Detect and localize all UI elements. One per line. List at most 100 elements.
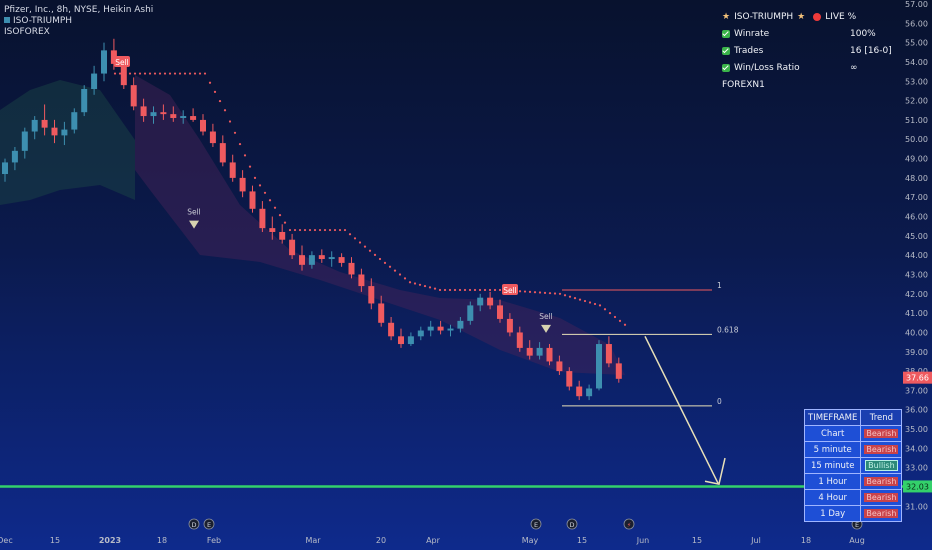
stop-dot <box>308 228 312 232</box>
stop-dot <box>518 290 522 293</box>
stop-dot <box>218 99 222 103</box>
x-tick-label: Jun <box>636 536 650 545</box>
candle-body <box>21 131 28 151</box>
stop-dot <box>203 72 207 75</box>
candle-body <box>576 386 583 397</box>
sell-signal-label: Sell <box>503 286 517 295</box>
stop-dot <box>298 228 302 232</box>
stop-dot <box>598 304 602 307</box>
candle-body <box>407 336 414 345</box>
y-tick-label: 37.00 <box>905 386 928 395</box>
stop-dot <box>278 214 282 217</box>
sell-signal-label: Sell <box>187 208 201 217</box>
stop-dot <box>163 72 167 75</box>
candle-body <box>378 303 385 323</box>
stop-dot <box>548 292 552 295</box>
stop-dot <box>168 72 172 75</box>
stop-dot <box>433 287 437 290</box>
candle-body <box>437 326 444 331</box>
event-icon-label: E <box>207 521 211 529</box>
indicator-label: ISO-TRIUMPH <box>4 16 72 26</box>
y-tick-label: 39.00 <box>905 348 928 357</box>
event-icon-label: D <box>569 521 574 529</box>
table-header-cell: TIMEFRAME <box>803 409 862 426</box>
candle-body <box>130 85 137 107</box>
winloss-value: ∞ <box>850 62 858 73</box>
projection-arrow-line <box>644 335 719 484</box>
stop-dot <box>288 228 292 232</box>
stop-dot <box>233 131 237 134</box>
x-tick-label: 15 <box>577 536 587 545</box>
timeframe-cell: Chart <box>803 425 862 442</box>
x-tick-label: 18 <box>801 536 811 545</box>
stop-dot <box>493 288 497 292</box>
stop-dot <box>398 273 402 276</box>
y-tick-label: 41.00 <box>905 309 928 318</box>
candle-body <box>348 262 355 275</box>
stop-dot <box>558 292 562 295</box>
event-icon <box>203 518 215 530</box>
stop-dot <box>568 295 572 298</box>
event-icon <box>530 518 542 530</box>
y-tick-label: 45.00 <box>905 232 928 241</box>
sell-signal-box <box>114 55 130 67</box>
candle-body <box>388 322 395 337</box>
stop-dot <box>333 228 337 232</box>
stop-dot <box>348 233 352 236</box>
candle-body <box>299 255 305 265</box>
stop-dot <box>488 288 492 292</box>
candle-body <box>279 231 286 240</box>
stop-dot <box>428 286 432 289</box>
stop-dot <box>378 257 382 261</box>
stop-dot <box>468 288 472 292</box>
candle-body <box>398 336 404 345</box>
stop-dot <box>283 221 287 224</box>
sell-signal-label: Sell <box>539 312 553 321</box>
timeframe-cell: 1 Hour <box>803 473 862 490</box>
x-tick-label: Jul <box>750 536 761 545</box>
stop-dot <box>453 288 457 292</box>
candle-body <box>11 150 18 163</box>
stop-dot <box>543 291 547 294</box>
stop-dot <box>473 288 477 292</box>
timeframe-cell: 4 Hour <box>803 489 862 506</box>
y-tick-label: 55.00 <box>905 39 928 48</box>
stop-dot <box>533 291 537 294</box>
stop-dot <box>253 176 257 179</box>
stop-dot <box>158 72 162 75</box>
fib-level-label: 0.618 <box>717 325 739 334</box>
stop-dot <box>238 142 242 146</box>
stop-dot <box>178 72 182 75</box>
x-tick-label: Aug <box>849 536 865 545</box>
y-tick-label: 49.00 <box>905 155 928 164</box>
x-tick-label: Apr <box>426 536 441 545</box>
stop-dot <box>423 284 427 288</box>
candle-body <box>457 320 464 329</box>
candle-body <box>31 119 38 132</box>
candle-body <box>497 305 503 319</box>
live-title: ISO-TRIUMPH <box>734 11 794 22</box>
stop-dot <box>438 288 442 292</box>
event-icon-label: D <box>191 521 196 529</box>
timeframe-cell: 15 minute <box>803 457 862 474</box>
trades-value: 16 [16-0] <box>850 45 892 56</box>
stop-dot <box>113 72 117 75</box>
table-row: 5 minute Bearish <box>803 441 903 458</box>
stop-dot <box>358 241 362 244</box>
timeframe-cell: 1 Day <box>803 505 862 522</box>
stop-dot <box>498 288 502 292</box>
stop-dot <box>408 281 412 284</box>
event-icon-label: E <box>855 521 859 529</box>
stop-dot <box>553 292 557 295</box>
last-price-badge <box>903 371 932 384</box>
stop-dot <box>583 299 587 303</box>
trend-badge: Bearish <box>864 476 899 486</box>
candle-body <box>150 112 157 117</box>
stop-dot <box>373 253 377 256</box>
sell-arrow-icon <box>541 324 551 333</box>
trend-badge: Bearish <box>864 508 899 518</box>
x-tick-label: 15 <box>50 536 60 545</box>
panel-footer: FOREXN1 <box>722 79 765 90</box>
